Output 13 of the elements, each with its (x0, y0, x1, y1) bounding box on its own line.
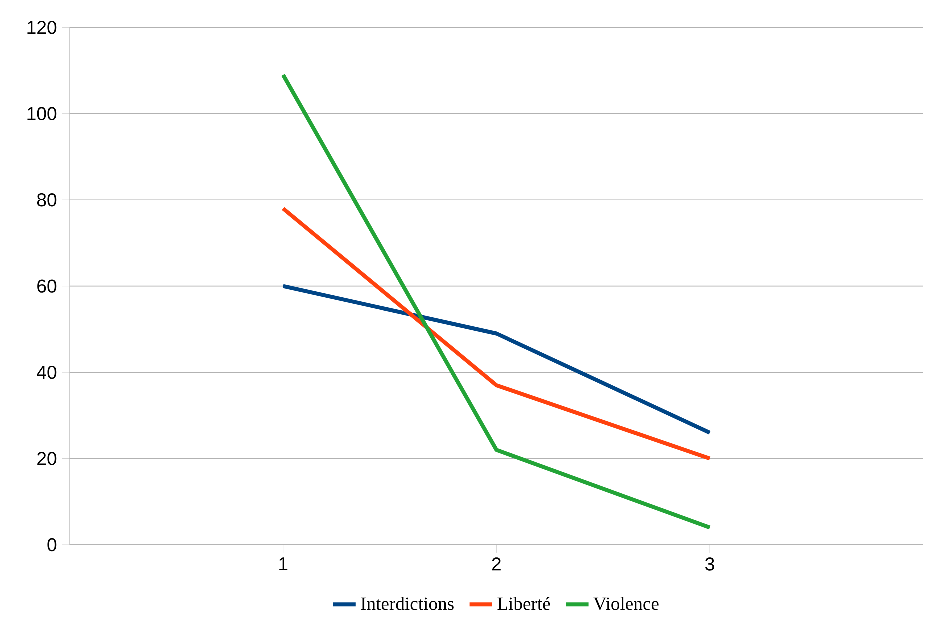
y-tick-label: 20 (38, 452, 57, 466)
x-tick-label: 3 (706, 558, 714, 571)
y-tick-label: 0 (48, 538, 57, 552)
x-tick-label: 1 (280, 558, 288, 570)
y-tick-label: 120 (28, 21, 57, 34)
legend-label: Liberté (498, 597, 550, 610)
y-tick-label: 100 (28, 107, 57, 120)
x-tick-label: 2 (492, 558, 501, 571)
legend-label: Violence (594, 597, 659, 610)
y-tick-label: 80 (37, 194, 57, 207)
legend-label: Interdictions (361, 597, 454, 610)
y-tick-label: 60 (38, 280, 57, 293)
y-tick-label: 40 (37, 366, 57, 380)
